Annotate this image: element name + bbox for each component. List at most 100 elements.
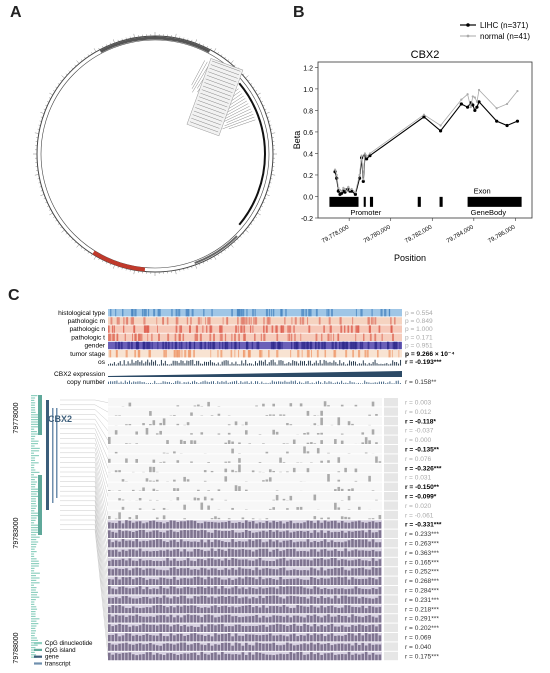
methylation-bar <box>262 403 265 407</box>
methylation-bar <box>138 597 142 604</box>
methylation-bar <box>289 643 293 651</box>
methylation-bar <box>323 636 327 642</box>
methylation-bar <box>334 635 337 642</box>
os-bar <box>347 363 349 366</box>
data-point-normal <box>473 96 476 99</box>
methylation-bar <box>272 560 275 567</box>
methylation-bar <box>121 577 125 585</box>
copy-number-bar <box>311 382 313 384</box>
methylation-bar <box>231 654 234 661</box>
os-bar <box>272 359 274 366</box>
os-bar <box>204 361 206 366</box>
methylation-bar <box>316 616 320 623</box>
circos-tick <box>76 60 80 64</box>
methylation-bar <box>234 522 238 529</box>
os-bar <box>325 360 327 366</box>
clinical-row-stripe <box>308 309 310 317</box>
methylation-bar <box>121 531 125 538</box>
data-point-normal <box>350 187 353 191</box>
methylation-bar <box>347 560 351 567</box>
methylation-bar <box>368 561 371 567</box>
copy-number-bar <box>332 383 334 384</box>
clinical-row-stripe <box>355 325 358 333</box>
methylation-bar <box>197 549 200 557</box>
methylation-bar <box>337 541 341 548</box>
clinical-row-stripe <box>211 309 213 317</box>
methylation-bar <box>306 520 310 529</box>
methylation-bar <box>272 655 275 661</box>
methylation-bar <box>231 441 234 444</box>
methylation-bar <box>214 522 217 529</box>
cpg-dinucleotide-mark <box>31 618 40 620</box>
methylation-bar <box>347 626 351 632</box>
methylation-bar <box>238 598 241 604</box>
os-bar <box>239 364 241 366</box>
copy-number-bar <box>397 380 399 384</box>
y-tick-label: 0.8 <box>303 108 313 115</box>
methylation-bar <box>210 558 214 567</box>
methylation-bar <box>125 443 128 444</box>
clinical-row-stripe <box>302 309 305 317</box>
methylation-bar <box>234 421 238 426</box>
clinical-row-stripe <box>248 350 251 358</box>
methylation-track-bg <box>108 445 382 454</box>
os-bar <box>286 363 288 366</box>
probe-connector <box>60 457 109 516</box>
methylation-bar <box>149 466 152 473</box>
methylation-bar <box>108 458 111 463</box>
copy-number-bar <box>389 381 391 384</box>
methylation-bar <box>340 551 344 557</box>
methylation-bar <box>347 605 351 614</box>
copy-number-bar <box>387 382 389 384</box>
clinical-row-stripe <box>301 317 303 325</box>
methylation-bar <box>183 605 186 614</box>
clinical-row-stripe <box>137 341 140 350</box>
circos-tick <box>102 259 104 262</box>
methylation-bar <box>378 559 382 567</box>
methylation-bar <box>354 549 358 557</box>
methylation-bar <box>292 586 296 595</box>
circos-tick <box>268 120 271 122</box>
copy-number-bar <box>378 381 380 384</box>
methylation-bar <box>128 615 132 623</box>
copy-number-bar <box>385 383 387 384</box>
methylation-bar <box>121 539 125 548</box>
legend-label: gene <box>45 654 59 661</box>
normal-track-block <box>384 416 398 426</box>
os-bar <box>231 362 233 366</box>
methylation-bar <box>217 517 221 520</box>
circos-label-connector <box>191 60 205 86</box>
methylation-row-stat: r = 0.175*** <box>405 653 439 660</box>
clinical-row-stripe <box>278 341 280 350</box>
methylation-bar <box>262 542 265 548</box>
clinical-row-stripe <box>391 333 394 341</box>
circos-tick <box>43 198 46 200</box>
methylation-bar <box>262 624 265 632</box>
cpg-dinucleotide-mark <box>31 447 40 449</box>
methylation-bar <box>368 589 371 595</box>
methylation-bar <box>142 589 145 595</box>
cpg-dinucleotide-mark <box>31 606 37 608</box>
os-bar <box>321 363 323 366</box>
chart-title: CBX2 <box>411 49 440 61</box>
methylation-bar <box>375 499 378 501</box>
os-bar <box>117 362 119 366</box>
os-bar <box>345 364 347 366</box>
cpg-dinucleotide-mark <box>31 488 40 490</box>
methylation-bar <box>135 515 138 520</box>
circos-tick <box>202 261 204 264</box>
methylation-bar <box>221 549 224 557</box>
methylation-bar <box>310 626 313 632</box>
methylation-bar <box>179 642 183 651</box>
methylation-bar <box>245 576 248 585</box>
data-point-normal <box>335 173 338 177</box>
methylation-bar <box>251 625 255 632</box>
methylation-bar <box>368 654 371 661</box>
methylation-bar <box>183 521 186 529</box>
methylation-row-stat: r = 0.076 <box>405 456 432 463</box>
methylation-bar <box>203 595 207 604</box>
methylation-bar <box>193 541 197 548</box>
methylation-bar <box>286 570 289 576</box>
clinical-row-stripe <box>138 350 141 358</box>
os-bar <box>323 359 325 366</box>
